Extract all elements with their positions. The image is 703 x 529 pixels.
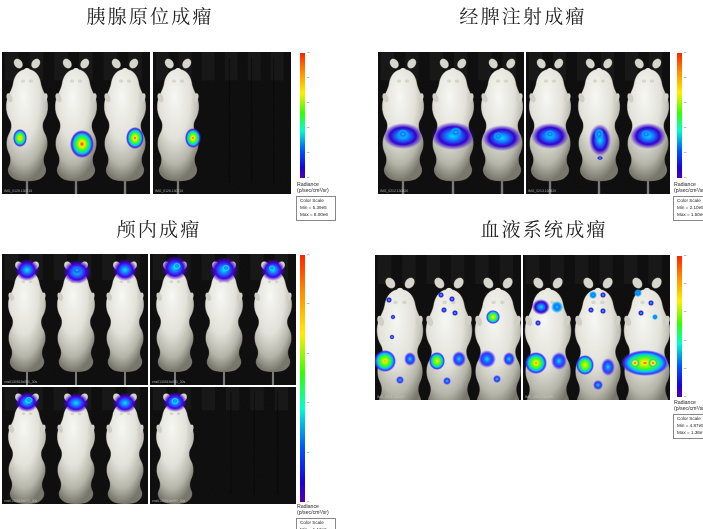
svg-text:IMG_0312.111209: IMG_0312.111209 [525, 395, 553, 399]
svg-text:vns0130515x071_30s: vns0130515x071_30s [4, 499, 37, 503]
svg-text:IMG_0126.130715: IMG_0126.130715 [155, 189, 183, 193]
svg-text:IMG_0213.130820: IMG_0213.130820 [528, 189, 556, 193]
svg-text:IMG_0125.130715: IMG_0125.130715 [4, 189, 32, 193]
svg-text:IMG_0311.111209: IMG_0311.111209 [377, 395, 404, 399]
svg-text:vns0130515x051_30s: vns0130515x051_30s [4, 380, 37, 384]
svg-text:vns0130515x081_30s: vns0130515x081_30s [152, 380, 185, 384]
svg-text:IMG_0212.130820: IMG_0212.130820 [380, 189, 408, 193]
svg-text:vns0130515x091_30s: vns0130515x091_30s [152, 499, 185, 503]
